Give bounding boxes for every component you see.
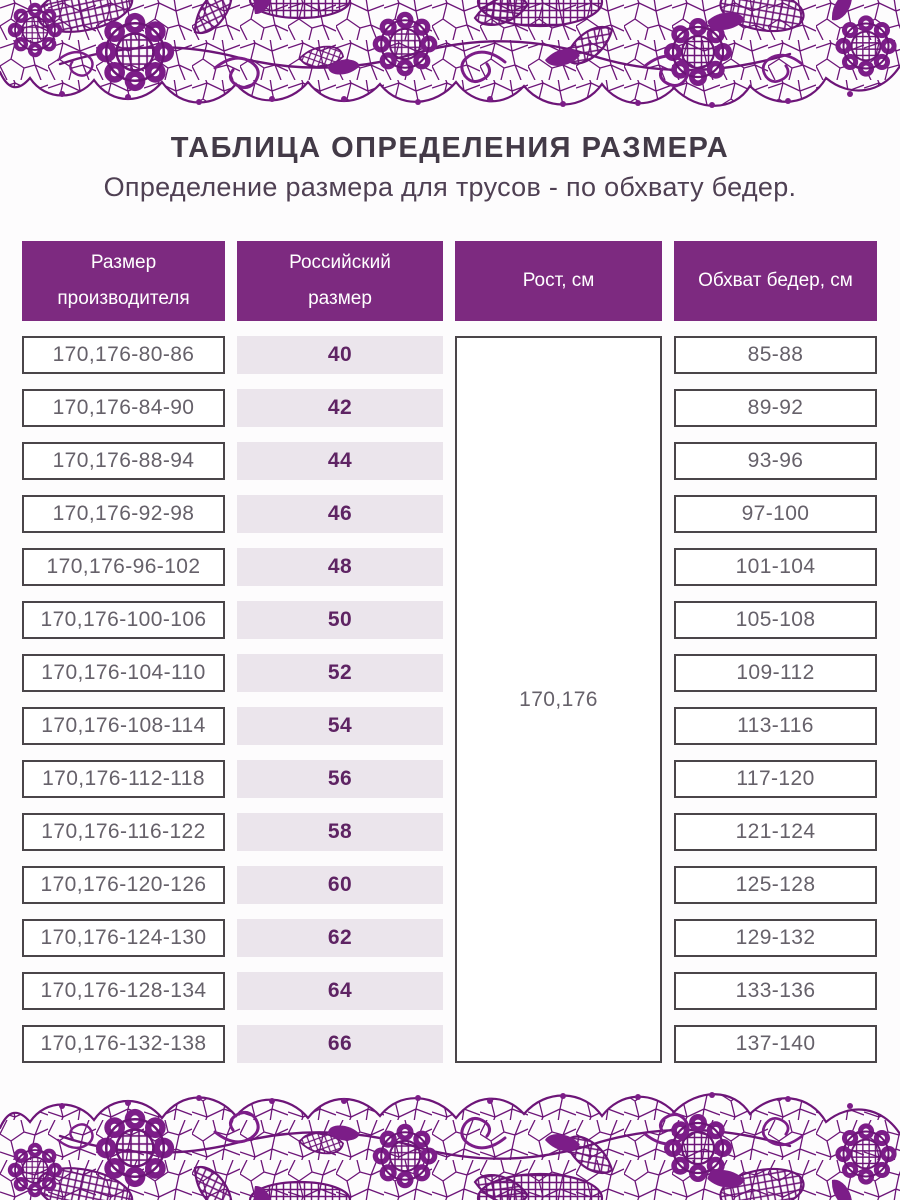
russian-size-cell: 56 xyxy=(237,760,443,798)
russian-size-cell: 62 xyxy=(237,919,443,957)
russian-size-cell: 52 xyxy=(237,654,443,692)
hip-girth-cell: 113-116 xyxy=(674,707,877,745)
russian-size-cell: 60 xyxy=(237,866,443,904)
manufacturer-size-cell: 170,176-88-94 xyxy=(22,442,225,480)
col-header-height: Рост, см xyxy=(455,241,662,321)
manufacturer-size-cell: 170,176-132-138 xyxy=(22,1025,225,1063)
hip-girth-cell: 117-120 xyxy=(674,760,877,798)
col-header-manufacturer-size: Размер производителя xyxy=(22,241,225,321)
page-title: ТАБЛИЦА ОПРЕДЕЛЕНИЯ РАЗМЕРА xyxy=(170,132,730,164)
manufacturer-size-cell: 170,176-104-110 xyxy=(22,654,225,692)
russian-size-cell: 50 xyxy=(237,601,443,639)
russian-size-cell: 48 xyxy=(237,548,443,586)
manufacturer-size-cell: 170,176-100-106 xyxy=(22,601,225,639)
lace-border-top-icon xyxy=(0,0,900,115)
content: ТАБЛИЦА ОПРЕДЕЛЕНИЯ РАЗМЕРА Определение … xyxy=(0,112,900,1063)
hip-girth-cell: 121-124 xyxy=(674,813,877,851)
hip-girth-cell: 137-140 xyxy=(674,1025,877,1063)
russian-size-cell: 46 xyxy=(237,495,443,533)
russian-size-cell: 58 xyxy=(237,813,443,851)
russian-size-cell: 66 xyxy=(237,1025,443,1063)
russian-size-cell: 54 xyxy=(237,707,443,745)
hip-girth-cell: 101-104 xyxy=(674,548,877,586)
manufacturer-size-cell: 170,176-108-114 xyxy=(22,707,225,745)
manufacturer-size-cell: 170,176-112-118 xyxy=(22,760,225,798)
col-header-hip-girth: Обхват бедер, см xyxy=(674,241,877,321)
hip-girth-cell: 105-108 xyxy=(674,601,877,639)
lace-border-bottom-icon xyxy=(0,1085,900,1200)
hip-girth-cell: 89-92 xyxy=(674,389,877,427)
col-header-russian-size: Российский размер xyxy=(237,241,443,321)
manufacturer-size-cell: 170,176-120-126 xyxy=(22,866,225,904)
hip-girth-cell: 85-88 xyxy=(674,336,877,374)
russian-size-cell: 42 xyxy=(237,389,443,427)
hip-girth-cell: 97-100 xyxy=(674,495,877,533)
hip-girth-cell: 125-128 xyxy=(674,866,877,904)
hip-girth-cell: 129-132 xyxy=(674,919,877,957)
manufacturer-size-cell: 170,176-80-86 xyxy=(22,336,225,374)
russian-size-cell: 44 xyxy=(237,442,443,480)
hip-girth-cell: 93-96 xyxy=(674,442,877,480)
height-merged-cell: 170,176 xyxy=(455,336,662,1063)
hip-girth-cell: 109-112 xyxy=(674,654,877,692)
page-subtitle: Определение размера для трусов - по обхв… xyxy=(103,172,797,202)
russian-size-cell: 40 xyxy=(237,336,443,374)
manufacturer-size-cell: 170,176-92-98 xyxy=(22,495,225,533)
size-table: Размер производителя Российский размер Р… xyxy=(22,241,878,1063)
manufacturer-size-cell: 170,176-116-122 xyxy=(22,813,225,851)
hip-girth-cell: 133-136 xyxy=(674,972,877,1010)
russian-size-cell: 64 xyxy=(237,972,443,1010)
manufacturer-size-cell: 170,176-128-134 xyxy=(22,972,225,1010)
manufacturer-size-cell: 170,176-84-90 xyxy=(22,389,225,427)
manufacturer-size-cell: 170,176-96-102 xyxy=(22,548,225,586)
manufacturer-size-cell: 170,176-124-130 xyxy=(22,919,225,957)
